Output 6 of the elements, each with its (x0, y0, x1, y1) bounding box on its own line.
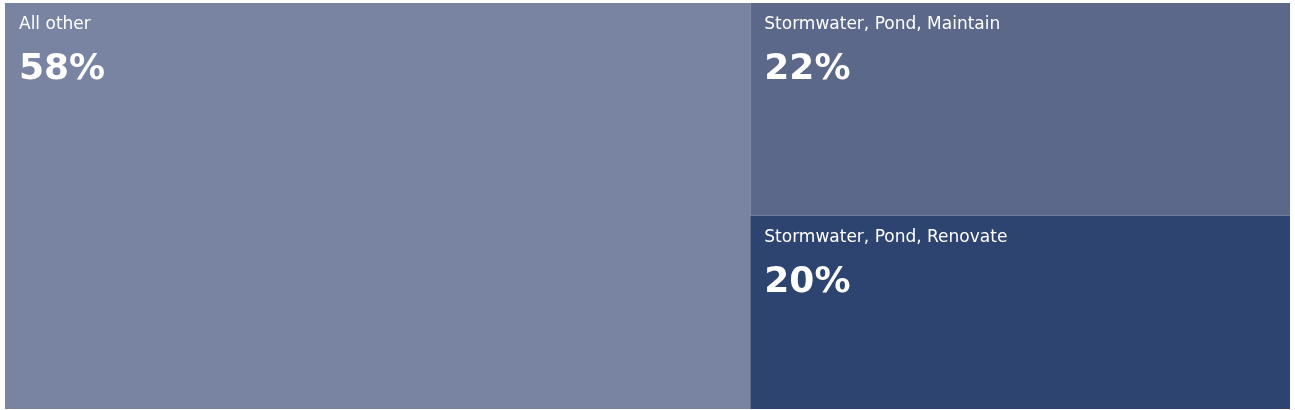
data-label: 58% (19, 46, 106, 87)
category-label: Stormwater, Pond, Maintain (764, 13, 1001, 33)
category-label: All other (19, 13, 91, 33)
category-label: Stormwater, Pond, Renovate (764, 225, 1008, 246)
data-label: 22% (764, 46, 851, 87)
data-label: 20% (764, 258, 851, 300)
